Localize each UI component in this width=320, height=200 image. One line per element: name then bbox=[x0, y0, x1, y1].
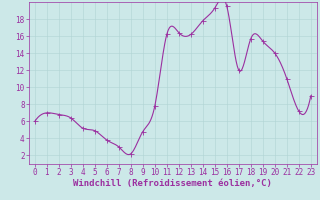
X-axis label: Windchill (Refroidissement éolien,°C): Windchill (Refroidissement éolien,°C) bbox=[73, 179, 272, 188]
